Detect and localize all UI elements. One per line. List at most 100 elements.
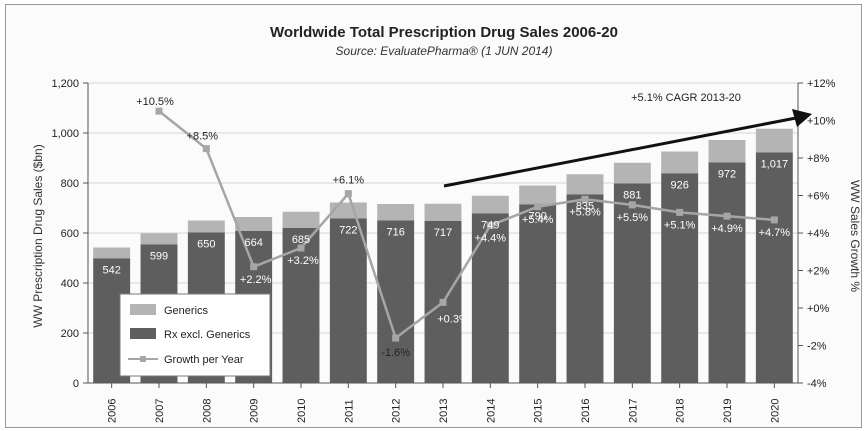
x-tick-label: 2008 xyxy=(201,399,213,423)
growth-value-label: +3.2% xyxy=(287,255,319,267)
x-tick-label: 2009 xyxy=(249,399,261,423)
y-left-tick-label: 600 xyxy=(61,228,79,240)
legend-label-growth: Growth per Year xyxy=(164,354,244,366)
axes: 0 200 400 600 800 1,000 1,200 -4% -2% +0% +2% +4% +6… xyxy=(51,78,835,423)
growth-point xyxy=(155,107,163,115)
x-tick-label: 2017 xyxy=(627,399,639,423)
y-right-tick-label: +10% xyxy=(807,116,836,128)
bar-generics xyxy=(282,211,320,228)
total-value-label: 722 xyxy=(339,225,357,237)
bar-rx-excl-generics xyxy=(755,152,793,383)
growth-point xyxy=(297,244,305,252)
y-axis-left-label: WW Prescription Drug Sales ($bn) xyxy=(31,144,45,327)
growth-point xyxy=(344,190,352,198)
growth-value-label: +5.1% xyxy=(664,219,696,231)
growth-value-label: +0.3% xyxy=(437,313,469,325)
total-value-label: 717 xyxy=(434,227,452,239)
bar-generics xyxy=(708,140,746,163)
growth-value-label: +10.5% xyxy=(136,96,174,108)
bar-rx-excl-generics xyxy=(566,194,604,383)
y-right-tick-label: +6% xyxy=(807,191,830,203)
bar-generics xyxy=(613,162,651,184)
growth-value-label: -1.6% xyxy=(381,347,410,359)
total-value-label: 749 xyxy=(481,220,499,232)
x-tick-label: 2010 xyxy=(296,399,308,423)
total-value-label: 972 xyxy=(718,169,736,181)
y-right-tick-label: +2% xyxy=(807,266,830,278)
bar-generics xyxy=(187,220,225,233)
x-tick-label: 2011 xyxy=(343,399,355,423)
y-left-tick-label: 800 xyxy=(61,178,79,190)
bar-generics xyxy=(235,217,273,231)
total-value-label: 835 xyxy=(576,200,594,212)
growth-point xyxy=(770,216,778,224)
x-tick-label: 2015 xyxy=(533,399,545,423)
y-right-tick-label: +4% xyxy=(807,228,830,240)
bar-rx-excl-generics xyxy=(519,204,557,383)
legend-label-generics: Generics xyxy=(164,305,209,317)
chart-subtitle: Source: EvaluatePharma® (1 JUN 2014) xyxy=(336,44,553,58)
bar-rx-excl-generics xyxy=(708,162,746,383)
growth-value-label: +4.4% xyxy=(475,233,507,245)
bar-rx-excl-generics xyxy=(329,218,367,383)
x-tick-label: 2020 xyxy=(769,399,781,423)
cagr-arrow-line xyxy=(443,116,797,188)
y-right-tick-label: +0% xyxy=(807,303,830,315)
bar-generics xyxy=(661,151,699,174)
total-value-label: 542 xyxy=(102,264,120,276)
y-right-tick-label: -2% xyxy=(807,341,827,353)
growth-point xyxy=(250,263,258,271)
data-labels: 542 599 650 664 685 722 716 717 749 790 835 881 926 9… xyxy=(102,96,790,359)
growth-value-label: +6.1% xyxy=(333,175,365,187)
bar-generics xyxy=(377,204,415,221)
legend-swatch-generics xyxy=(130,304,156,315)
growth-point xyxy=(534,203,542,211)
chart-title: Worldwide Total Prescription Drug Sales … xyxy=(270,24,618,41)
y-right-tick-label: -4% xyxy=(807,378,827,390)
growth-value-label: +2.2% xyxy=(240,274,272,286)
cagr-arrow-head xyxy=(792,109,812,127)
total-value-label: 664 xyxy=(244,237,262,249)
bar-generics xyxy=(93,247,131,259)
total-value-label: 599 xyxy=(150,250,168,262)
x-tick-label: 2013 xyxy=(438,399,450,423)
growth-value-label: +5.4% xyxy=(522,214,554,226)
cagr-annotation: +5.1% CAGR 2013-20 xyxy=(443,92,812,188)
x-tick-label: 2016 xyxy=(580,399,592,423)
total-value-label: 881 xyxy=(623,190,641,202)
growth-point xyxy=(392,334,400,342)
total-value-label: 790 xyxy=(528,210,546,222)
y-left-tick-label: 0 xyxy=(73,378,79,390)
growth-point xyxy=(676,208,684,216)
legend-marker-growth xyxy=(140,356,146,362)
total-value-label: 685 xyxy=(292,234,310,246)
bar-generics xyxy=(566,174,604,195)
growth-value-label: +4.7% xyxy=(759,227,791,239)
bar-rx-excl-generics xyxy=(471,213,509,383)
total-value-label: 716 xyxy=(386,227,404,239)
growth-point xyxy=(486,222,494,229)
y-left-tick-label: 1,200 xyxy=(51,78,79,90)
growth-point xyxy=(202,145,210,153)
y-left-tick-label: 200 xyxy=(61,328,79,340)
y-right-tick-label: +12% xyxy=(807,78,836,90)
bar-generics xyxy=(329,202,367,219)
y-right-tick-label: +8% xyxy=(807,153,830,165)
y-axis-right-label: WW Sales Growth % xyxy=(848,180,862,292)
growth-value-label: +4.9% xyxy=(711,223,743,235)
bar-rx-excl-generics xyxy=(613,183,651,383)
bar-generics xyxy=(519,185,557,205)
x-tick-label: 2012 xyxy=(391,399,403,423)
growth-value-label: +5.5% xyxy=(617,212,649,224)
bar-generics xyxy=(140,233,178,245)
bar-rx-excl-generics xyxy=(661,173,699,383)
x-tick-label: 2007 xyxy=(154,399,166,423)
growth-value-label: +8.5% xyxy=(187,131,219,143)
growth-value-label: +5.8% xyxy=(569,206,601,218)
growth-point xyxy=(628,201,636,209)
y-left-tick-label: 400 xyxy=(61,278,79,290)
total-value-label: 1,017 xyxy=(761,159,789,171)
bar-generics xyxy=(755,128,793,153)
growth-point xyxy=(439,298,447,306)
